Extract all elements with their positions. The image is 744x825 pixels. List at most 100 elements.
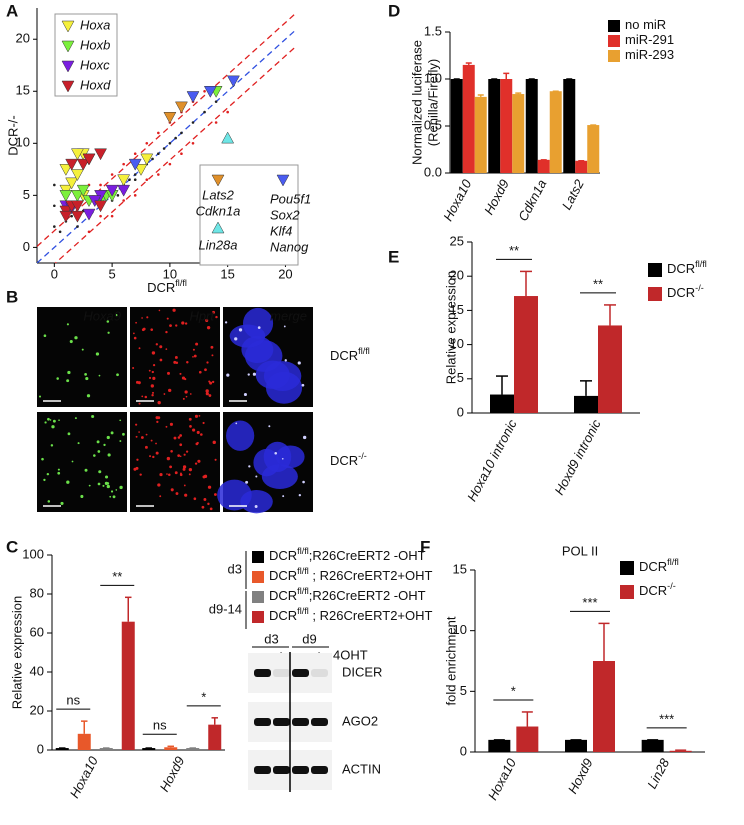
panel-label: E: [388, 247, 399, 266]
spot: [182, 465, 187, 469]
bar: [565, 739, 587, 752]
nucleus: [217, 479, 252, 511]
bar: [598, 325, 622, 413]
point: [203, 86, 217, 98]
y-tick-label: 100: [22, 546, 44, 561]
bar: [500, 79, 513, 173]
text-part: no miR: [625, 17, 666, 32]
point: [214, 121, 218, 124]
spot: [194, 414, 199, 418]
protein-label: ACTIN: [342, 761, 381, 776]
bar: [208, 724, 222, 750]
spot: [151, 351, 156, 355]
bar: [121, 621, 135, 750]
spot: [141, 317, 143, 319]
point: [82, 153, 96, 166]
superscript: fl/fl: [297, 546, 309, 556]
error-bar: [503, 72, 510, 79]
blot-band: [311, 718, 328, 726]
y-tick-label: 10: [450, 336, 464, 351]
micrograph: [37, 307, 127, 407]
superscript: fl/fl: [297, 606, 309, 616]
bar: [474, 96, 487, 173]
bar: [99, 748, 113, 750]
row-label: DCRfl/fl: [330, 346, 370, 363]
x-tick-label: Hoxa10 intronic: [464, 417, 520, 504]
point: [134, 164, 148, 176]
panel-label: A: [6, 1, 18, 20]
spot: [57, 468, 60, 471]
spot: [189, 393, 192, 395]
point: [157, 131, 160, 135]
text-part: DCR: [269, 588, 297, 603]
y-tick-label: 0.0: [424, 164, 442, 179]
spot: [138, 347, 141, 350]
spot: [159, 345, 163, 349]
spot: [247, 373, 250, 376]
spot: [47, 417, 50, 421]
spot: [106, 484, 110, 489]
legend-label: DCR-/-: [639, 581, 676, 598]
spot: [226, 373, 230, 377]
spot: [157, 483, 161, 487]
spot: [169, 465, 173, 469]
spot: [106, 435, 110, 440]
spot: [235, 422, 238, 425]
y-tick-label: 20: [16, 31, 30, 46]
legend-label: DCRfl/fl ; R26CreERT2+OHT: [269, 606, 433, 623]
spot: [168, 473, 171, 476]
spot: [206, 326, 211, 330]
spot: [95, 352, 100, 356]
spot: [107, 453, 111, 457]
blot-band: [311, 766, 328, 774]
spot: [133, 336, 137, 340]
blot-band: [273, 669, 290, 677]
legend-label: Pou5f1: [270, 191, 311, 206]
spot: [139, 473, 142, 476]
spot: [119, 485, 123, 490]
spot: [84, 372, 87, 376]
spot: [166, 317, 169, 320]
spot: [179, 443, 183, 447]
spot: [46, 472, 50, 476]
bar: [593, 661, 615, 752]
panel-label: B: [6, 287, 18, 306]
y-tick-label: 10: [453, 622, 467, 637]
point: [157, 173, 160, 176]
x-tick-label: Lats2: [559, 176, 588, 212]
spot: [56, 377, 59, 380]
point: [145, 142, 149, 145]
point: [53, 204, 56, 208]
spot: [157, 400, 161, 405]
y-tick-label: 40: [30, 663, 44, 678]
point: [128, 158, 142, 171]
timepoint-label: d3: [264, 631, 278, 646]
protein-label: DICER: [342, 664, 382, 679]
spot: [284, 359, 287, 362]
point: [174, 136, 177, 140]
spot: [140, 436, 144, 439]
point: [99, 183, 102, 187]
legend-marker: [211, 174, 225, 187]
text-part: DCR: [330, 348, 358, 363]
bar: [450, 79, 463, 173]
spot: [165, 425, 168, 428]
point: [59, 210, 73, 223]
point: [99, 214, 102, 218]
point: [168, 162, 172, 166]
x-tick-label: Hoxa10: [440, 176, 475, 223]
spot: [135, 466, 139, 470]
blot-band: [273, 718, 290, 726]
spot: [86, 394, 91, 398]
spot: [144, 395, 148, 399]
spot: [185, 395, 188, 398]
y-axis-label: DCR-/-: [5, 115, 20, 155]
point: [214, 100, 218, 103]
spot: [184, 390, 188, 394]
spot: [60, 501, 64, 506]
point: [71, 200, 84, 213]
x-tick-label: 15: [220, 266, 234, 281]
spot: [103, 443, 106, 447]
spot: [66, 379, 70, 383]
spot: [179, 455, 182, 458]
